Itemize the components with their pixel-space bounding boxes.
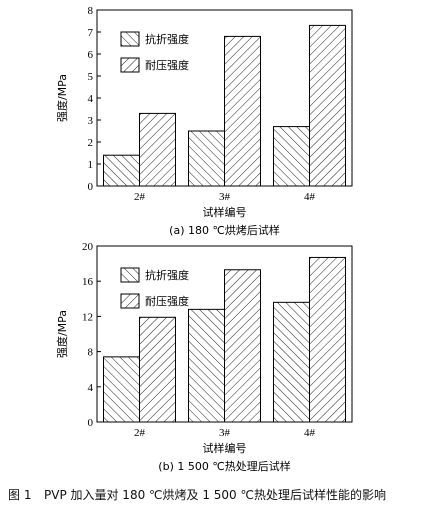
chart-1-bar-flexural <box>188 130 225 187</box>
chart-1-y-axis-label: 强度/MPa <box>55 74 69 122</box>
chart-2-bar-flexural <box>188 308 225 423</box>
chart-1-y-tick-label: 4 <box>88 93 94 105</box>
chart-1-caption: (a) 180 ℃烘烤后试样 <box>169 223 280 237</box>
chart-1-legend-swatch <box>120 57 140 73</box>
chart-1-bar-compressive <box>309 24 346 187</box>
chart-2-legend-swatch <box>120 293 140 309</box>
chart-2-legend-label: 耐压强度 <box>145 294 189 308</box>
chart-2-legend-swatch <box>120 267 140 283</box>
chart-1-legend-label: 耐压强度 <box>145 58 189 72</box>
chart-2-y-axis-label: 强度/MPa <box>55 310 69 358</box>
chart-2-legend-label: 抗折强度 <box>145 268 189 282</box>
chart-1-y-tick-label: 8 <box>88 5 94 17</box>
chart-1-y-tick-label: 6 <box>88 49 94 61</box>
figure-caption: 图 1 PVP 加入量对 180 ℃烘烤及 1 500 ℃热处理后试样性能的影响 <box>8 486 418 504</box>
chart-1-y-tick-label: 0 <box>88 181 94 193</box>
chart-1-y-tick-label: 1 <box>88 159 94 171</box>
chart-2-bar-compressive <box>139 316 176 423</box>
chart-1-x-tick-label: 3# <box>219 191 231 203</box>
chart-1-bar-compressive <box>224 35 261 187</box>
chart-1-legend-swatch <box>120 31 140 47</box>
chart-2-bar-flexural <box>273 301 310 423</box>
chart-1-y-tick-label: 3 <box>88 115 94 127</box>
chart-1-legend-label: 抗折强度 <box>145 32 189 46</box>
chart-2-y-tick-label: 20 <box>82 241 94 253</box>
chart-2-y-tick-label: 12 <box>82 311 93 323</box>
chart-2-y-tick-label: 16 <box>82 276 94 288</box>
chart-1-x-axis-label: 试样编号 <box>203 205 247 219</box>
figure-number: 图 1 <box>8 488 32 502</box>
chart-2-x-tick-label: 3# <box>219 427 231 439</box>
chart-1-y-tick-label: 2 <box>88 137 94 149</box>
chart-2-x-tick-label: 2# <box>134 427 146 439</box>
chart-2-y-tick-label: 8 <box>88 347 94 359</box>
chart-1-y-tick-label: 5 <box>88 71 94 83</box>
chart-1-bar-compressive <box>139 112 176 187</box>
chart-2-x-tick-label: 4# <box>304 427 316 439</box>
chart-2-bar-compressive <box>224 269 261 423</box>
chart-1-y-tick-label: 7 <box>88 27 94 39</box>
chart-1-x-tick-label: 2# <box>134 191 146 203</box>
chart-2-caption: (b) 1 500 ℃热处理后试样 <box>158 459 290 473</box>
chart-1-x-tick-label: 4# <box>304 191 316 203</box>
chart-2-bar-flexural <box>103 356 140 423</box>
chart-2-bar-compressive <box>309 256 346 423</box>
chart-1-bar-flexural <box>273 126 310 187</box>
figure-caption-text: PVP 加入量对 180 ℃烘烤及 1 500 ℃热处理后试样性能的影响 <box>44 488 386 502</box>
chart-2-y-tick-label: 0 <box>88 417 94 429</box>
chart-2-x-axis-label: 试样编号 <box>203 441 247 455</box>
chart-2-y-tick-label: 4 <box>88 382 94 394</box>
chart-1-bar-flexural <box>103 154 140 187</box>
